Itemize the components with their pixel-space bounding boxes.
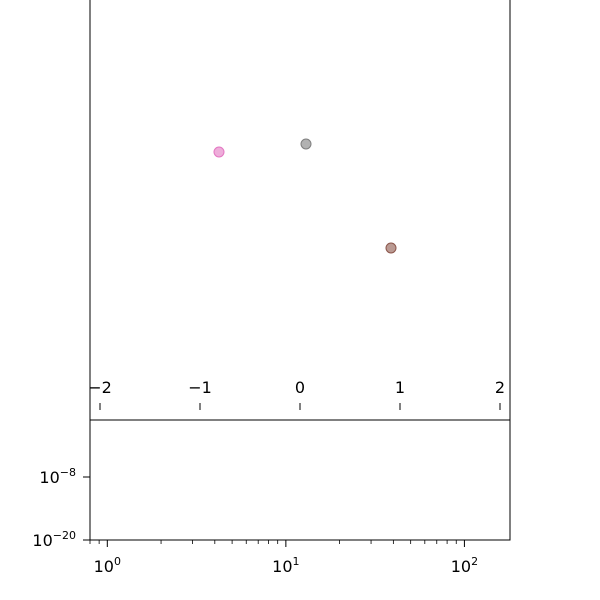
bottom-x-tick-label: 100 xyxy=(94,555,121,576)
top-points xyxy=(213,138,397,254)
top-x-tick-label: 0 xyxy=(295,378,305,397)
scatter-point xyxy=(300,138,312,150)
bottom-x-axis: 100 101 102 xyxy=(89,540,478,576)
bottom-loglog-panel: 100 101 102 10−8 10−20 xyxy=(32,419,511,576)
scatter-point xyxy=(385,242,397,254)
bottom-axes-frame xyxy=(89,419,511,541)
bottom-y-tick-label: 10−20 xyxy=(32,529,76,550)
top-x-tick-label: −2 xyxy=(88,378,112,397)
bottom-y-axis: 10−8 10−20 xyxy=(32,466,90,550)
top-x-tick-label: −1 xyxy=(188,378,212,397)
top-x-tick-label: 1 xyxy=(395,378,405,397)
scatter-point xyxy=(213,146,225,158)
bottom-x-tick-label: 102 xyxy=(451,555,478,576)
top-x-tick-label: 2 xyxy=(495,378,505,397)
bottom-x-tick-label: 101 xyxy=(272,555,299,576)
top-x-axis: −2 −1 0 1 2 xyxy=(88,378,505,410)
bottom-y-tick-label: 10−8 xyxy=(39,466,76,487)
